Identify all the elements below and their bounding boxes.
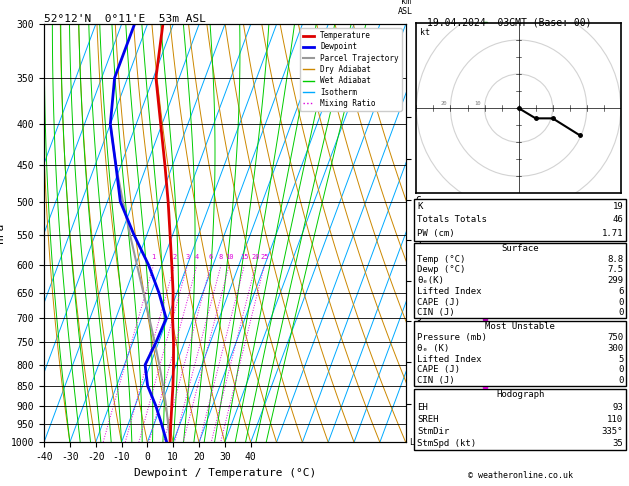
Text: 2: 2 xyxy=(172,254,177,260)
Text: 6: 6 xyxy=(209,254,213,260)
Text: 10: 10 xyxy=(475,101,481,106)
Text: 0: 0 xyxy=(618,376,623,385)
Y-axis label: hPa: hPa xyxy=(0,223,5,243)
Text: 0: 0 xyxy=(618,365,623,375)
Text: EH: EH xyxy=(417,402,428,412)
Text: 1.71: 1.71 xyxy=(602,229,623,238)
Text: CIN (J): CIN (J) xyxy=(417,309,455,317)
Text: 8.8: 8.8 xyxy=(607,255,623,263)
Text: StmDir: StmDir xyxy=(417,427,449,436)
Text: 10: 10 xyxy=(225,254,233,260)
Text: CIN (J): CIN (J) xyxy=(417,376,455,385)
Text: km
ASL: km ASL xyxy=(398,0,413,16)
Text: 15: 15 xyxy=(240,254,248,260)
Text: 6: 6 xyxy=(618,287,623,296)
Text: θₑ(K): θₑ(K) xyxy=(417,276,444,285)
Text: 35: 35 xyxy=(613,439,623,448)
Text: 335°: 335° xyxy=(602,427,623,436)
Text: 93: 93 xyxy=(613,402,623,412)
Text: LCL: LCL xyxy=(409,438,425,447)
Text: Surface: Surface xyxy=(501,244,539,253)
Text: © weatheronline.co.uk: © weatheronline.co.uk xyxy=(468,471,572,480)
Text: 19: 19 xyxy=(613,202,623,210)
Text: 20: 20 xyxy=(440,101,447,106)
Text: PW (cm): PW (cm) xyxy=(417,229,455,238)
Text: 299: 299 xyxy=(607,276,623,285)
Text: 0: 0 xyxy=(618,309,623,317)
Text: 52°12'N  0°11'E  53m ASL: 52°12'N 0°11'E 53m ASL xyxy=(44,14,206,23)
Legend: Temperature, Dewpoint, Parcel Trajectory, Dry Adiabat, Wet Adiabat, Isotherm, Mi: Temperature, Dewpoint, Parcel Trajectory… xyxy=(299,28,402,111)
Text: 0: 0 xyxy=(618,298,623,307)
Text: 1: 1 xyxy=(152,254,156,260)
Text: Pressure (mb): Pressure (mb) xyxy=(417,332,487,342)
Text: 25: 25 xyxy=(260,254,269,260)
Text: 8: 8 xyxy=(219,254,223,260)
Text: 46: 46 xyxy=(613,215,623,225)
Text: StmSpd (kt): StmSpd (kt) xyxy=(417,439,476,448)
Text: Dewp (°C): Dewp (°C) xyxy=(417,265,465,275)
Text: 300: 300 xyxy=(607,344,623,353)
Text: Lifted Index: Lifted Index xyxy=(417,287,482,296)
Text: 19.04.2024  03GMT (Base: 00): 19.04.2024 03GMT (Base: 00) xyxy=(427,17,592,27)
Text: K: K xyxy=(417,202,423,210)
Text: 4: 4 xyxy=(195,254,199,260)
Text: CAPE (J): CAPE (J) xyxy=(417,298,460,307)
Text: 7.5: 7.5 xyxy=(607,265,623,275)
Text: θₑ (K): θₑ (K) xyxy=(417,344,449,353)
Text: Totals Totals: Totals Totals xyxy=(417,215,487,225)
X-axis label: Dewpoint / Temperature (°C): Dewpoint / Temperature (°C) xyxy=(134,468,316,478)
Text: Hodograph: Hodograph xyxy=(496,390,544,399)
Text: 5: 5 xyxy=(618,354,623,364)
Text: kt: kt xyxy=(421,28,430,37)
Text: SREH: SREH xyxy=(417,415,438,424)
Text: Lifted Index: Lifted Index xyxy=(417,354,482,364)
Text: Temp (°C): Temp (°C) xyxy=(417,255,465,263)
Text: CAPE (J): CAPE (J) xyxy=(417,365,460,375)
Text: 3: 3 xyxy=(186,254,189,260)
Text: Most Unstable: Most Unstable xyxy=(485,322,555,331)
Text: 110: 110 xyxy=(607,415,623,424)
Text: 20: 20 xyxy=(252,254,260,260)
Text: Mixing Ratio (g/kg): Mixing Ratio (g/kg) xyxy=(453,210,462,298)
Text: 750: 750 xyxy=(607,332,623,342)
